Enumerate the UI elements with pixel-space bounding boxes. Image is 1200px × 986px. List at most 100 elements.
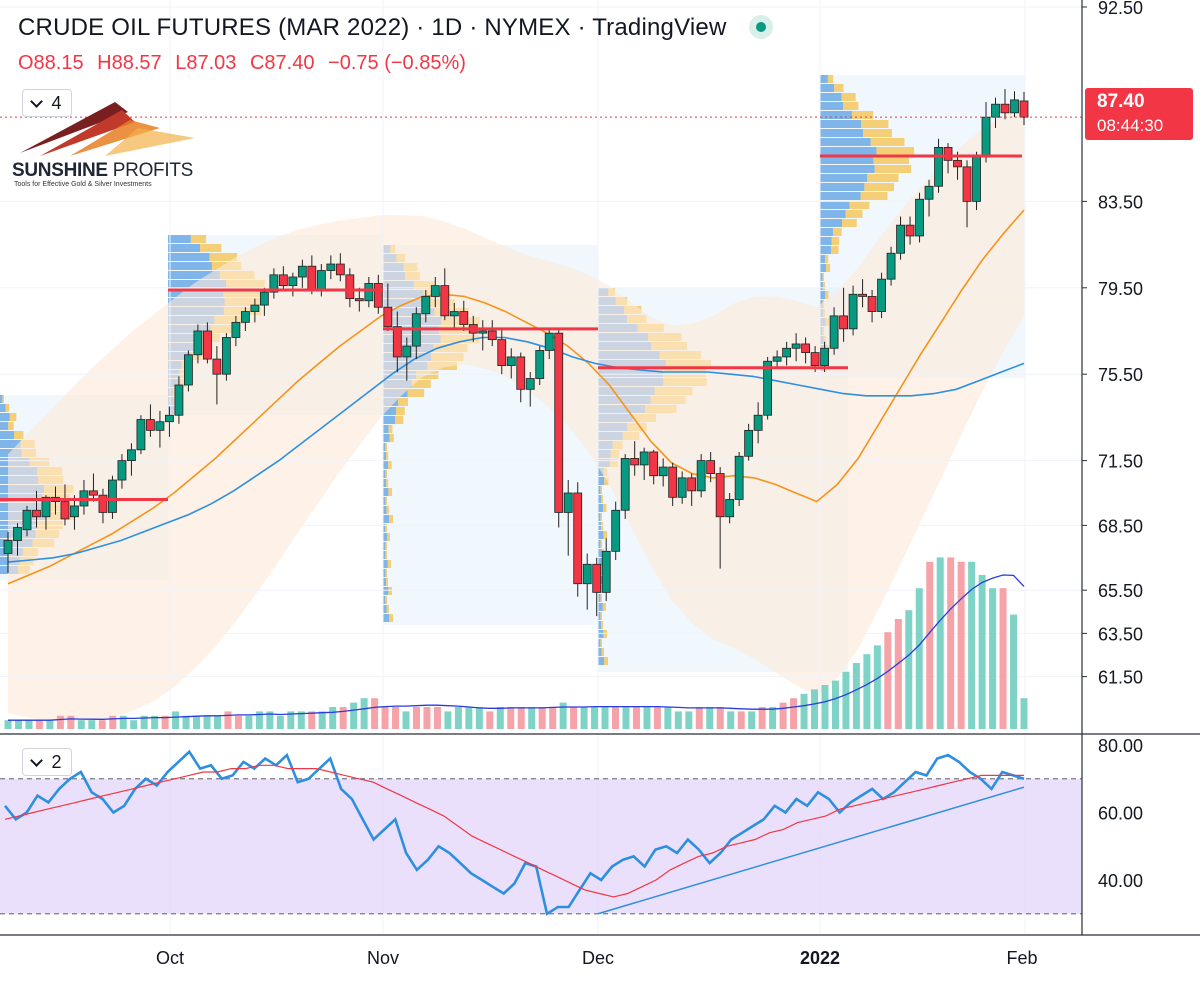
rsi-collapse-button[interactable]: 2 [22, 748, 72, 776]
logo-ray-dark [20, 102, 128, 153]
logo-tagline: Tools for Effective Gold & Silver Invest… [14, 181, 152, 188]
price-tick-label: 68.50 [1098, 516, 1143, 536]
candle-body [221, 337, 231, 375]
candle-body [60, 501, 70, 520]
candle-body [848, 293, 858, 330]
volume-profile-bar [598, 621, 601, 629]
volume-profile-bar [822, 273, 824, 281]
volume-bar [842, 671, 850, 729]
volume-profile-bar [395, 416, 404, 424]
bollinger-band-fill [8, 104, 1024, 722]
volume-profile-bar [0, 422, 9, 430]
volume-profile-bar [820, 237, 832, 245]
candle-body [753, 414, 763, 431]
volume-profile-bar [190, 235, 207, 243]
volume-profile-bar [820, 174, 868, 182]
volume-bar [978, 575, 986, 729]
candle-body [402, 345, 412, 358]
volume-profile-bar [600, 486, 602, 494]
volume-bar [873, 645, 881, 729]
candle-body [70, 505, 79, 518]
volume-bar [140, 715, 148, 729]
candle-body [991, 103, 1000, 118]
volume-bar [25, 720, 33, 729]
volume-profile-bar [600, 540, 602, 548]
volume-profile-bar [383, 488, 389, 496]
candle-body [259, 291, 269, 306]
volume-profile-bar [601, 495, 604, 503]
volume-profile-bar [383, 524, 386, 532]
candle-body [32, 509, 41, 518]
volume-bar [852, 663, 860, 729]
volume-profile-bar [383, 506, 387, 514]
volume-profile-bar [598, 639, 601, 647]
volume-profile-bar [820, 219, 843, 227]
volume-profile-bar [383, 515, 390, 523]
candle-body [354, 298, 364, 302]
chevron-down-icon [30, 753, 44, 767]
volume-profile-bar [601, 621, 603, 629]
volume-profile-bar [820, 147, 877, 155]
volume-bar [622, 707, 630, 729]
volume-profile-bar [867, 174, 899, 182]
volume-bar [989, 588, 997, 729]
candle-body [972, 155, 981, 202]
volume-bar [695, 707, 703, 729]
volume-profile-bar [385, 470, 387, 478]
volume-profile-bar [383, 569, 386, 577]
indicators-collapse-button[interactable]: 4 [22, 89, 72, 117]
volume-profile-bar [604, 657, 608, 665]
candle-body [677, 477, 687, 498]
candle-body [573, 492, 583, 585]
volume-profile-bar [386, 452, 389, 460]
volume-bar [412, 707, 420, 729]
volume-bar [863, 654, 871, 729]
volume-profile-bar [168, 253, 210, 261]
market-status-icon[interactable] [748, 14, 773, 39]
candle-body [383, 306, 393, 328]
volume-profile-bar [841, 93, 856, 101]
candle-body [525, 378, 535, 390]
volume-profile-bar [416, 371, 439, 379]
rsi-band [0, 778, 1082, 914]
candle-body [1000, 103, 1010, 114]
candle-body [13, 527, 22, 541]
candle-body [592, 563, 602, 593]
candle-body [250, 304, 260, 312]
volume-profile-bar [861, 120, 889, 128]
candle-body [184, 354, 193, 386]
candle-body [297, 265, 307, 278]
price-tick-label: 83.50 [1098, 192, 1143, 212]
logo-name-bold: SUNSHINE [12, 160, 108, 181]
indicator-count: 4 [51, 92, 62, 113]
candle-body [611, 509, 621, 552]
volume-bar [308, 711, 316, 729]
ohlc-high: H88.57 [97, 52, 162, 74]
candle-body [772, 356, 782, 362]
candle-body [240, 311, 250, 323]
volume-bar [67, 715, 75, 729]
candle-body [478, 330, 488, 334]
volume-bar [549, 707, 557, 729]
volume-bar [161, 715, 169, 729]
volume-bar [423, 707, 431, 729]
volume-profile-bar [389, 515, 394, 523]
volume-profile-bar [168, 235, 191, 243]
volume-bar [779, 702, 787, 729]
candle-body [915, 198, 924, 237]
volume-bar [4, 720, 12, 729]
volume-bar [706, 707, 714, 729]
volume-bar [580, 707, 588, 729]
candle-body [516, 356, 526, 390]
volume-profile-bar [822, 282, 825, 290]
volume-profile-bar [385, 596, 387, 604]
price-tick-label: 71.50 [1098, 452, 1143, 472]
volume-profile-bar [598, 495, 602, 503]
ohlc-low: L87.03 [175, 52, 237, 74]
candle-body [706, 460, 716, 474]
volume-profile-bar [831, 237, 840, 245]
chart-overlays [0, 116, 1082, 501]
volume-bar [831, 680, 839, 729]
candle-body [820, 347, 829, 366]
